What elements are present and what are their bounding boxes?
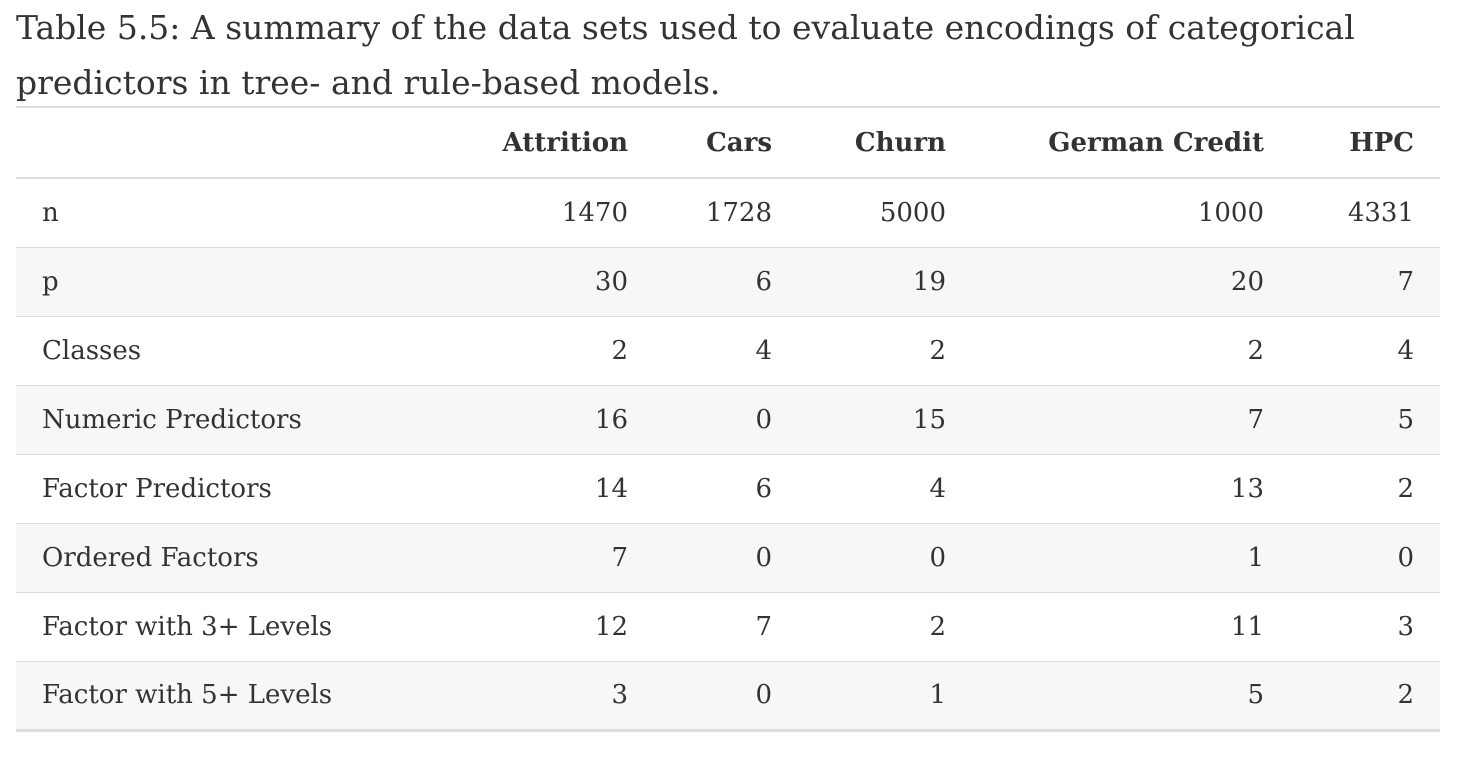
table-cell: 15 bbox=[798, 385, 972, 455]
table-cell: 2 bbox=[972, 316, 1290, 386]
table-cell: 13 bbox=[972, 454, 1290, 524]
table-cell: 12 bbox=[434, 592, 654, 662]
table-row: Numeric Predictors 16 0 15 7 5 bbox=[16, 385, 1440, 455]
row-label: Classes bbox=[16, 316, 434, 386]
table-cell: 4 bbox=[798, 454, 972, 524]
table-cell: 19 bbox=[798, 247, 972, 317]
table-row: Factor with 3+ Levels 12 7 2 11 3 bbox=[16, 592, 1440, 662]
row-label: Numeric Predictors bbox=[16, 385, 434, 455]
table-cell: 16 bbox=[434, 385, 654, 455]
row-label: Factor Predictors bbox=[16, 454, 434, 524]
header-cell-cars: Cars bbox=[654, 107, 798, 179]
table-cell: 1000 bbox=[972, 178, 1290, 248]
table-header: Attrition Cars Churn German Credit HPC bbox=[16, 107, 1440, 179]
table-cell: 11 bbox=[972, 592, 1290, 662]
table-cell: 2 bbox=[1290, 661, 1440, 730]
table-row: Classes 2 4 2 2 4 bbox=[16, 316, 1440, 386]
header-cell-corner bbox=[16, 107, 434, 179]
table-cell: 7 bbox=[654, 592, 798, 662]
table-cell: 14 bbox=[434, 454, 654, 524]
table-cell: 4 bbox=[1290, 316, 1440, 386]
row-label: p bbox=[16, 247, 434, 317]
table-cell: 5 bbox=[1290, 385, 1440, 455]
table-cell: 2 bbox=[798, 592, 972, 662]
table-cell: 5000 bbox=[798, 178, 972, 248]
row-label: Factor with 3+ Levels bbox=[16, 592, 434, 662]
header-cell-attrition: Attrition bbox=[434, 107, 654, 179]
table-cell: 0 bbox=[654, 661, 798, 730]
table-cell: 2 bbox=[434, 316, 654, 386]
table-cell: 20 bbox=[972, 247, 1290, 317]
table-cell: 1470 bbox=[434, 178, 654, 248]
table-cell: 3 bbox=[1290, 592, 1440, 662]
table-cell: 7 bbox=[434, 523, 654, 593]
table-cell: 0 bbox=[654, 385, 798, 455]
table-cell: 4 bbox=[654, 316, 798, 386]
table-cell: 3 bbox=[434, 661, 654, 730]
header-cell-churn: Churn bbox=[798, 107, 972, 179]
table-cell: 1 bbox=[798, 661, 972, 730]
header-cell-hpc: HPC bbox=[1290, 107, 1440, 179]
table-caption: Table 5.5: A summary of the data sets us… bbox=[16, 8, 1355, 102]
header-row: Attrition Cars Churn German Credit HPC bbox=[16, 107, 1440, 179]
table-cell: 7 bbox=[1290, 247, 1440, 317]
table-cell: 1 bbox=[972, 523, 1290, 593]
header-cell-german-credit: German Credit bbox=[972, 107, 1290, 179]
table-row: Ordered Factors 7 0 0 1 0 bbox=[16, 523, 1440, 593]
row-label: n bbox=[16, 178, 434, 248]
table-cell: 7 bbox=[972, 385, 1290, 455]
table-row: Factor with 5+ Levels 3 0 1 5 2 bbox=[16, 661, 1440, 730]
table-cell: 1728 bbox=[654, 178, 798, 248]
table-cell: 4331 bbox=[1290, 178, 1440, 248]
table-cell: 5 bbox=[972, 661, 1290, 730]
summary-table: Attrition Cars Churn German Credit HPC n… bbox=[16, 106, 1440, 732]
table-cell: 0 bbox=[654, 523, 798, 593]
table-cell: 6 bbox=[654, 247, 798, 317]
table-row: Factor Predictors 14 6 4 13 2 bbox=[16, 454, 1440, 524]
table-row: n 1470 1728 5000 1000 4331 bbox=[16, 178, 1440, 248]
row-label: Ordered Factors bbox=[16, 523, 434, 593]
table-row: p 30 6 19 20 7 bbox=[16, 247, 1440, 317]
table-cell: 0 bbox=[1290, 523, 1440, 593]
row-label: Factor with 5+ Levels bbox=[16, 661, 434, 730]
table-cell: 2 bbox=[798, 316, 972, 386]
table-cell: 6 bbox=[654, 454, 798, 524]
table-cell: 0 bbox=[798, 523, 972, 593]
table-cell: 30 bbox=[434, 247, 654, 317]
table-cell: 2 bbox=[1290, 454, 1440, 524]
table-body: n 1470 1728 5000 1000 4331 p 30 6 19 20 … bbox=[16, 178, 1440, 730]
